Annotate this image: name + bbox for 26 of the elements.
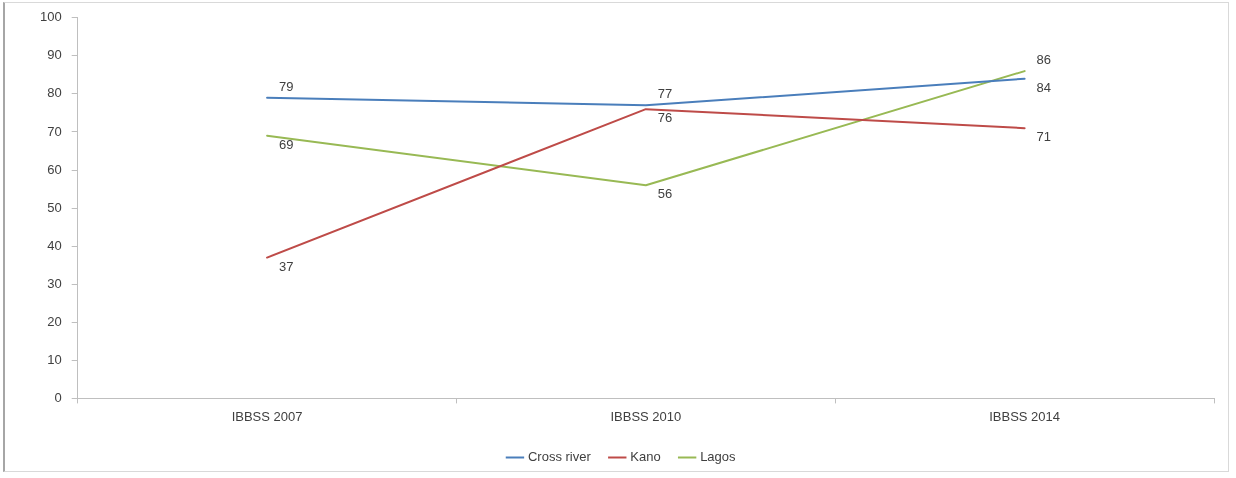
data-label: 37 — [279, 258, 294, 274]
data-label: 77 — [657, 86, 673, 102]
x-tick-label: IBBSS 2007 — [231, 408, 303, 424]
x-tick-label: IBBSS 2014 — [989, 408, 1061, 424]
data-label: 56 — [657, 186, 673, 202]
data-label: 69 — [279, 136, 294, 152]
y-tick-label: 100 — [39, 9, 62, 25]
x-tick-label: IBBSS 2010 — [610, 408, 682, 424]
data-label: 79 — [279, 78, 294, 94]
data-label: 71 — [1036, 129, 1052, 145]
y-tick-label: 40 — [47, 237, 62, 253]
y-tick-label: 20 — [47, 313, 62, 329]
legend-label: Cross river — [527, 449, 592, 465]
y-tick-label: 0 — [54, 389, 62, 405]
data-label: 86 — [1036, 52, 1052, 68]
y-tick-label: 50 — [47, 199, 62, 215]
y-tick-label: 10 — [47, 351, 62, 367]
y-tick-label: 60 — [47, 161, 62, 177]
y-tick-label: 90 — [47, 47, 62, 63]
y-tick-label: 80 — [47, 85, 62, 101]
y-tick-label: 30 — [47, 275, 62, 291]
y-tick-label: 70 — [47, 123, 62, 139]
data-label: 84 — [1036, 79, 1052, 95]
data-label: 76 — [657, 110, 673, 126]
legend-label: Kano — [630, 449, 661, 465]
legend-label: Lagos — [700, 449, 737, 465]
